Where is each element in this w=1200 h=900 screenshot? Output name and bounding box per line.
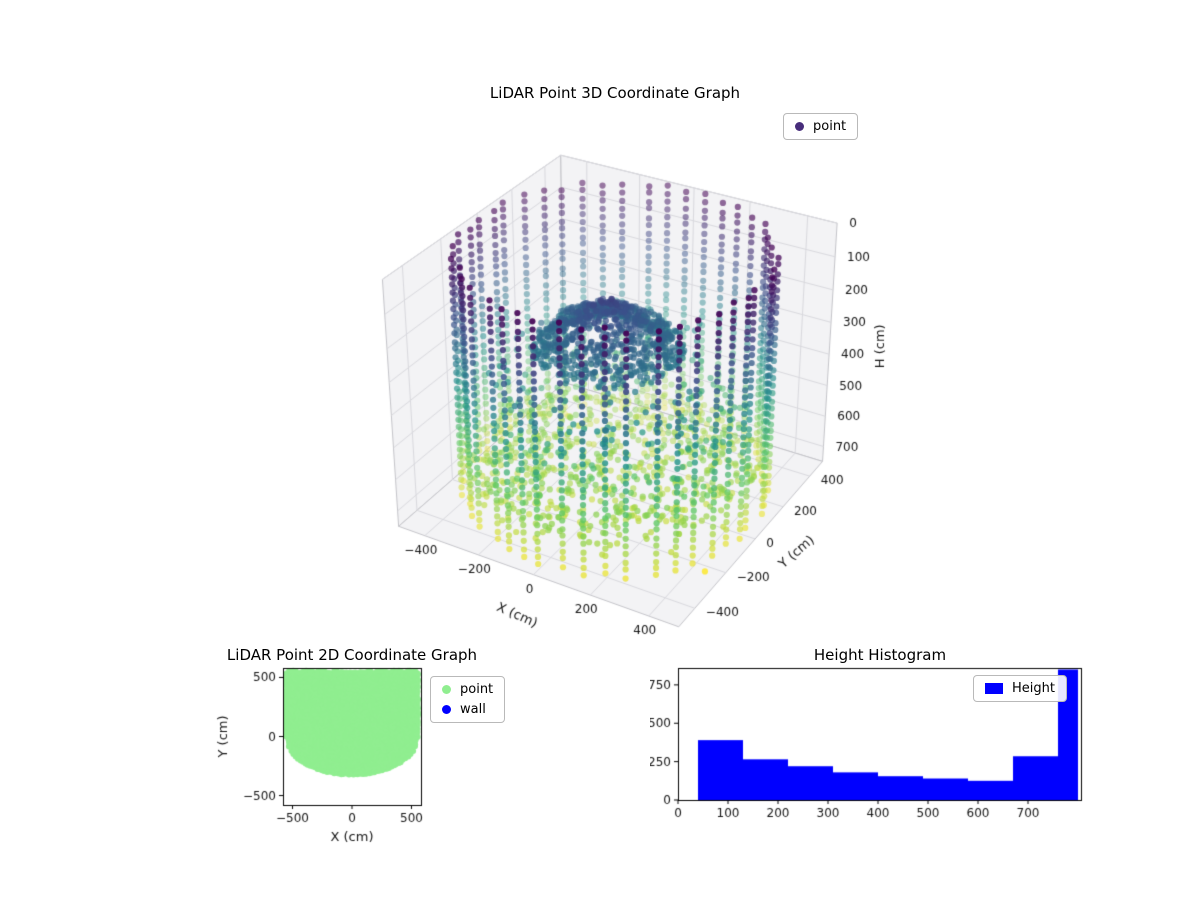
chart-histogram-legend: Height [973, 675, 1067, 702]
chart-3d-canvas [300, 100, 960, 660]
legend-item-height: Height [985, 681, 1055, 696]
legend-label: point [813, 119, 847, 134]
point-marker-icon [442, 685, 451, 694]
legend-label: point [460, 682, 494, 697]
legend-label: Height [1012, 681, 1055, 696]
legend-item-point: point [442, 682, 493, 697]
wall-marker-icon [442, 705, 451, 714]
legend-item-wall: wall [442, 702, 493, 717]
legend-item-point: point [795, 119, 846, 134]
chart-histogram-title: Height Histogram [813, 646, 947, 664]
chart-3d-title: LiDAR Point 3D Coordinate Graph [489, 84, 741, 102]
height-bar-swatch-icon [985, 683, 1003, 694]
point-marker-icon [795, 122, 804, 131]
legend-label: wall [460, 702, 486, 717]
chart-2d-title: LiDAR Point 2D Coordinate Graph [226, 646, 478, 664]
chart-3d-legend: point [783, 113, 859, 140]
chart-2d-legend: point wall [430, 676, 506, 723]
